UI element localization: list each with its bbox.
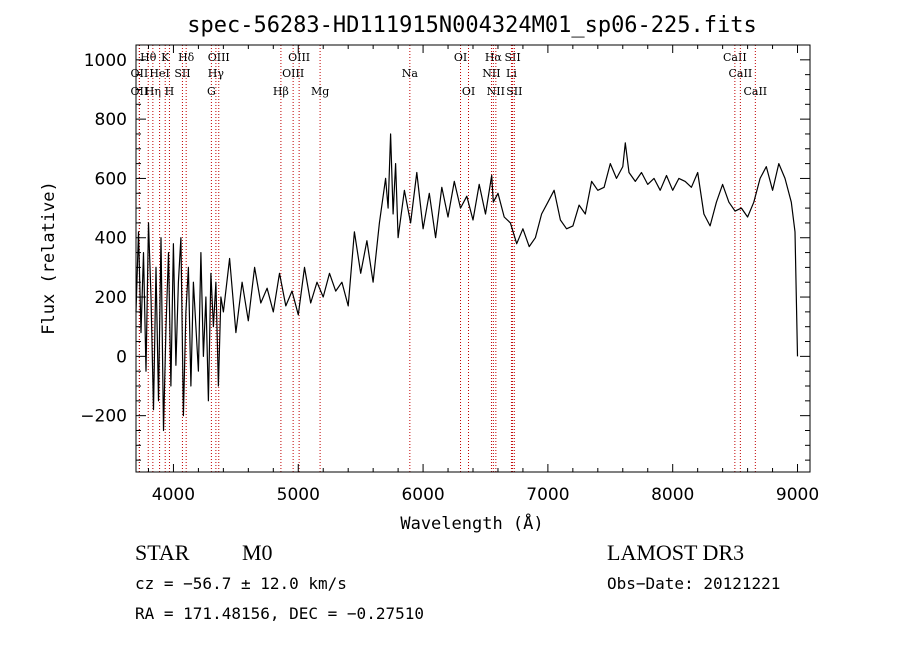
line-label-23: Li — [506, 67, 517, 80]
y-tick-label-2: 200 — [95, 288, 127, 308]
y-tick-label-5: 800 — [95, 110, 127, 130]
line-label-2: Hθ — [140, 51, 157, 64]
redshift-cz: cz = −56.7 ± 12.0 km/s — [135, 574, 347, 593]
plot-frame — [135, 44, 811, 473]
y-axis: −200 0 200 400 600 800 1000 — [80, 44, 810, 461]
chart-title: spec-56283-HD111915N004324M01_sp06-225.f… — [187, 13, 757, 38]
line-label-24: SII — [506, 85, 522, 98]
line-label-4: K — [161, 51, 170, 64]
line-label-10: Hγ — [208, 67, 225, 80]
spectral-line-markers: OII OII Hθ Hη K H HeI SII Hδ OIII Hγ G Hβ OIII OIII Mg N… — [131, 45, 767, 472]
line-label-6: HeI — [149, 67, 169, 80]
line-label-21: NII — [487, 85, 505, 98]
observation-date: Obs−Date: 20121221 — [607, 574, 781, 593]
line-label-18: OI — [462, 85, 475, 98]
line-label-20: NII — [482, 67, 500, 80]
line-label-3: Hη — [145, 85, 161, 98]
line-label-15: Mg — [311, 85, 329, 98]
line-label-5: H — [165, 85, 175, 98]
y-tick-label-1: 0 — [116, 347, 127, 367]
x-axis-label: Wavelength (Å) — [400, 512, 543, 534]
line-label-13: OIII — [282, 67, 304, 80]
ra-dec: RA = 171.48156, DEC = −0.27510 — [135, 604, 424, 623]
line-label-8: Hδ — [178, 51, 195, 64]
x-tick-label-5: 9000 — [776, 485, 819, 505]
line-label-0: OII — [131, 67, 149, 80]
line-label-12: Hβ — [273, 85, 289, 98]
line-label-16: Na — [402, 67, 419, 80]
line-label-17: OI — [454, 51, 467, 64]
y-tick-label-0: −200 — [80, 407, 127, 427]
line-label-14: OIII — [288, 51, 310, 64]
line-label-26: CaII — [729, 67, 753, 80]
object-subclass: M0 — [242, 540, 273, 565]
x-tick-label-4: 8000 — [651, 485, 694, 505]
y-axis-label: Flux (relative) — [39, 181, 59, 335]
line-label-7: SII — [174, 67, 190, 80]
object-class: STAR — [135, 540, 190, 565]
x-tick-label-2: 6000 — [401, 485, 444, 505]
line-label-1: OII — [131, 85, 149, 98]
line-label-9: OIII — [208, 51, 230, 64]
line-label-25: CaII — [723, 51, 747, 64]
line-label-11: G — [207, 85, 216, 98]
x-tick-label-3: 7000 — [526, 485, 569, 505]
spectrum-line-0 — [135, 133, 799, 432]
y-tick-label-4: 600 — [95, 169, 127, 189]
x-tick-label-1: 5000 — [277, 485, 320, 505]
x-tick-label-0: 4000 — [152, 485, 195, 505]
spectrum-series — [135, 133, 799, 432]
line-label-27: CaII — [743, 85, 767, 98]
y-tick-label-3: 400 — [95, 229, 127, 249]
line-label-22: SII — [504, 51, 520, 64]
line-label-19: Hα — [485, 51, 503, 64]
y-tick-label-6: 1000 — [84, 51, 127, 71]
survey-name: LAMOST DR3 — [607, 540, 745, 565]
x-axis: 4000 5000 6000 7000 8000 9000 — [147, 45, 819, 505]
